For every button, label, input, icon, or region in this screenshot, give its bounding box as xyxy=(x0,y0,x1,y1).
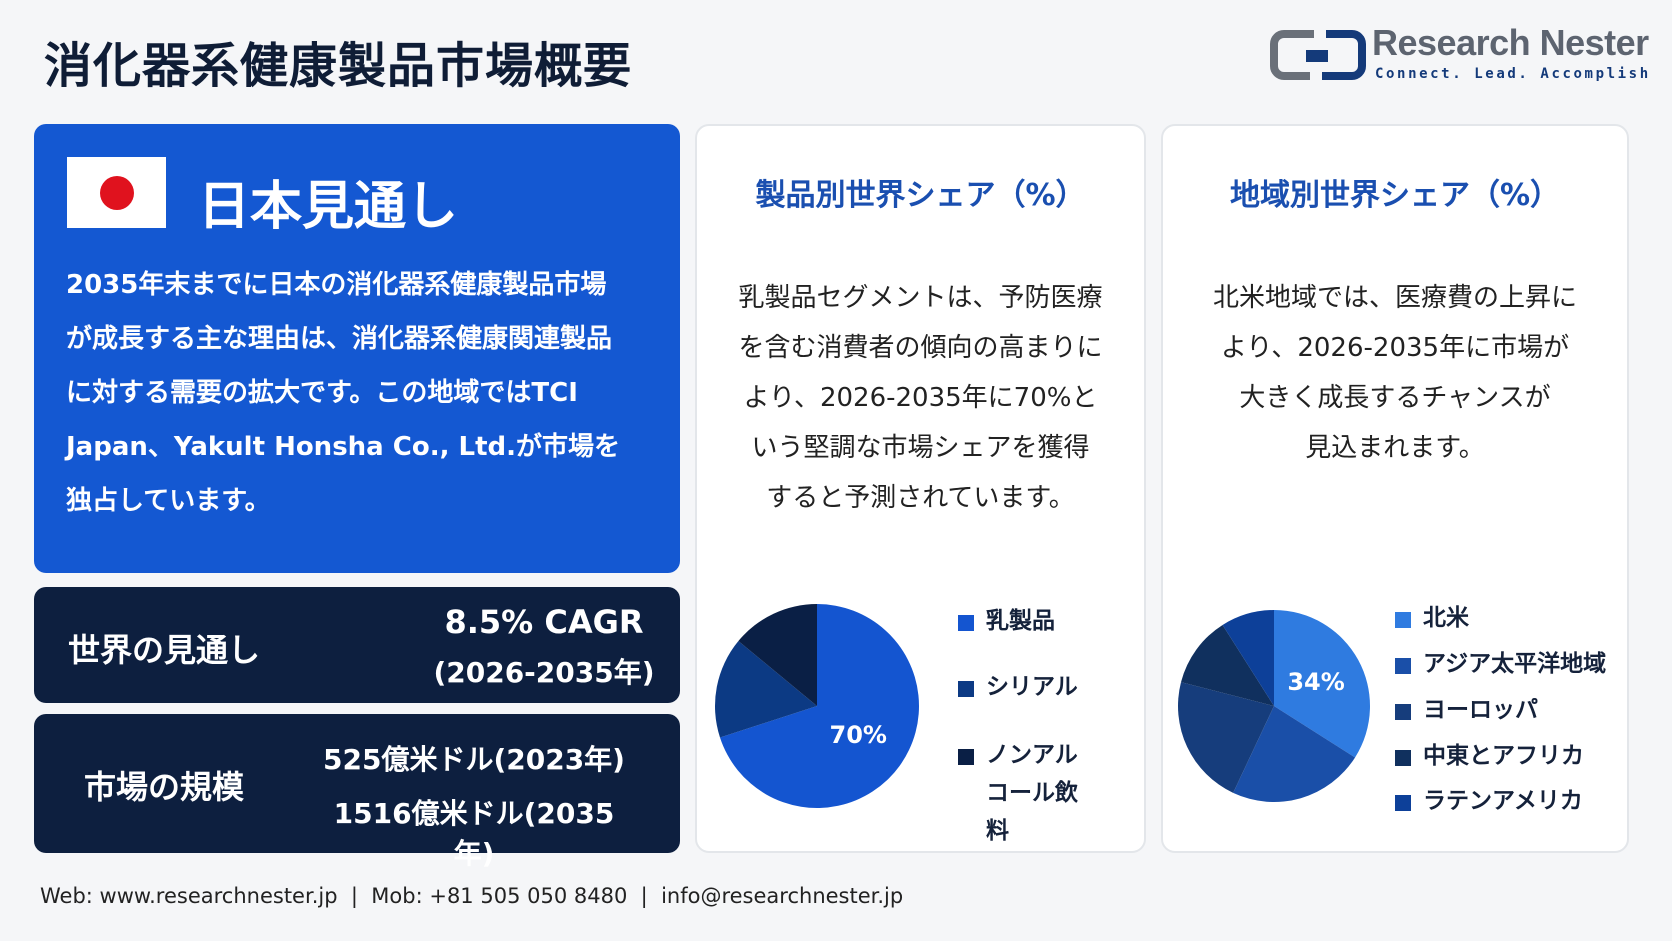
legend-label: ラテンアメリカ xyxy=(1423,788,1583,814)
text-line: を含む消費者の傾向の高まりに xyxy=(738,333,1103,363)
text-line: 独占しています。 xyxy=(66,486,271,516)
chart-title: 地域別世界シェア（%） xyxy=(1229,178,1561,213)
text-line: 2035年末までに日本の消化器系健康製品市場 xyxy=(66,270,607,300)
chart-description: 北米地域では、医療費の上昇に より、2026-2035年に市場が 大きく成長するチャ… xyxy=(1161,273,1629,473)
legend-swatch xyxy=(958,615,974,631)
text-line: 北米地域では、医療費の上昇に xyxy=(1212,283,1577,313)
legend-label: アジア太平洋地域 xyxy=(1423,651,1607,677)
logo-name: Research Nester xyxy=(1372,22,1649,63)
text-line: 乳製品セグメントは、予防医療 xyxy=(738,283,1103,313)
text-line: より、2026-2035年に70%と xyxy=(743,383,1098,413)
logo-tagline: Connect. Lead. Accomplish xyxy=(1375,66,1651,82)
legend-item: 乳製品 xyxy=(958,608,1096,640)
outlook-value: 8.5% CAGR xyxy=(444,603,644,641)
market-size-label: 市場の規模 xyxy=(84,768,245,806)
legend-item: ヨーロッパ xyxy=(1395,697,1653,729)
text-line: すると予測されています。 xyxy=(766,483,1075,513)
japan-flag xyxy=(67,157,166,228)
text-line: が成長する主な理由は、消化器系健康関連製品 xyxy=(66,324,613,354)
global-outlook-box: 世界の見通し 8.5% CAGR (2026-2035年) xyxy=(34,587,680,703)
text-line: に対する需要の拡大です。この地域ではTCI xyxy=(66,378,578,408)
outlook-period: (2026-2035年) xyxy=(433,656,655,689)
legend-swatch xyxy=(958,681,974,697)
logo-icon xyxy=(1270,30,1366,80)
legend-swatch xyxy=(1395,612,1411,628)
legend-swatch xyxy=(1395,658,1411,674)
legend-item: ノンアルコール飲料 xyxy=(958,742,1096,850)
legend-item: 北米 xyxy=(1395,605,1653,637)
legend-item: アジア太平洋地域 xyxy=(1395,651,1653,683)
legend-item: ラテンアメリカ xyxy=(1395,788,1653,820)
legend-item: シリアル xyxy=(958,674,1096,706)
page-title: 消化器系健康製品市場概要 xyxy=(44,38,633,94)
text-line: Japan、Yakult Honsha Co., Ltd.が市場を xyxy=(66,432,621,462)
legend-label: ノンアルコール飲料 xyxy=(986,742,1078,844)
legend-swatch xyxy=(1395,750,1411,766)
legend-label: 北米 xyxy=(1423,605,1469,631)
legend-label: 乳製品 xyxy=(986,608,1055,634)
japan-heading: 日本見通し xyxy=(198,177,459,237)
chart-description: 乳製品セグメントは、予防医療 を含む消費者の傾向の高まりに より、2026-2035… xyxy=(695,273,1146,523)
footer: Web: www.researchnester.jp | Mob: +81 50… xyxy=(40,884,904,908)
japan-text: 2035年末までに日本の消化器系健康製品市場 が成長する主な理由は、消化器系健康関… xyxy=(66,258,620,528)
text-line: より、2026-2035年に市場が xyxy=(1220,333,1570,363)
legend-label: シリアル xyxy=(986,674,1078,700)
chart-title: 製品別世界シェア（%） xyxy=(755,178,1086,213)
legend-label: 中東とアフリカ xyxy=(1423,743,1584,769)
outlook-label: 世界の見通し xyxy=(68,631,261,669)
market-size-value: 525億米ドル(2023年) xyxy=(323,743,625,776)
text-line: いう堅調な市場シェアを獲得 xyxy=(751,433,1090,463)
legend-swatch xyxy=(958,749,974,765)
text-line: 大きく成長するチャンスが xyxy=(1239,383,1551,413)
legend-swatch xyxy=(1395,704,1411,720)
market-size-box: 市場の規模 525億米ドル(2023年) 1516億米ドル(2035年) xyxy=(34,714,680,870)
text-line: 見込まれます。 xyxy=(1305,433,1485,463)
legend-label: ヨーロッパ xyxy=(1423,697,1538,723)
legend-swatch xyxy=(1395,795,1411,811)
market-size-value: 1516億米ドル(2035年) xyxy=(333,797,615,870)
legend-item: 中東とアフリカ xyxy=(1395,743,1653,775)
